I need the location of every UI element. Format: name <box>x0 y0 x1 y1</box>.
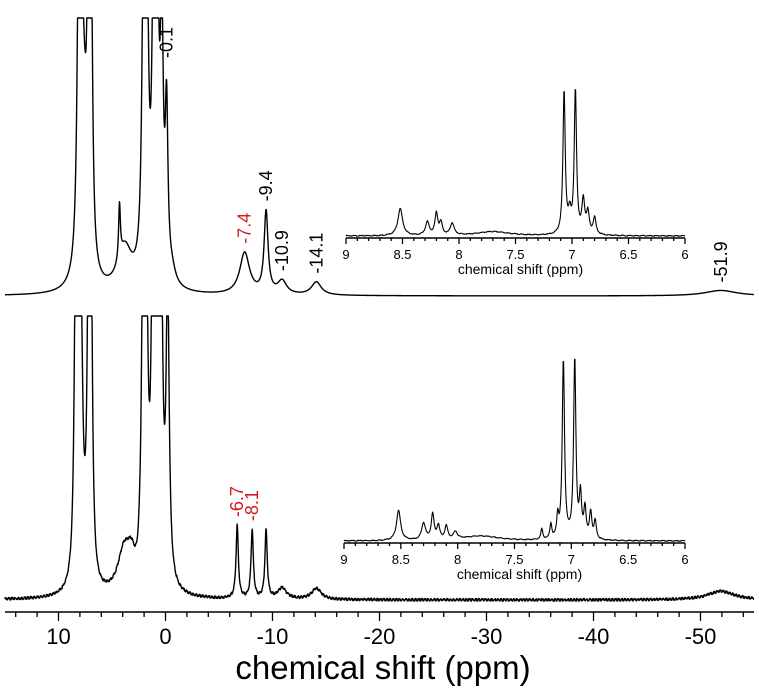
inset-tick-label: 8.5 <box>393 247 411 262</box>
x-tick-label: 0 <box>159 624 171 649</box>
inset-tick-label: 6 <box>681 247 688 262</box>
main-spectra <box>4 17 755 602</box>
inset-tick-label: 9 <box>340 552 347 567</box>
main-x-axis: 10 0 -10 -20 -30 -40 -50 <box>5 611 754 649</box>
inset-tick-label: 9 <box>342 247 349 262</box>
x-tick-label: 10 <box>46 624 70 649</box>
inset-tick-label: 7 <box>568 247 575 262</box>
inset-tick-label: 6.5 <box>619 552 637 567</box>
peak-label-upper-0: -0.1 <box>157 27 177 58</box>
inset-tick-label: 6.5 <box>619 247 637 262</box>
peak-labels: -0.1 -7.4-9.4 -10.9 -14.1 -51.9 -6.7-8.1 <box>157 27 731 521</box>
inset-tick-label: 8 <box>455 247 462 262</box>
main-x-axis-title: chemical shift (ppm) <box>235 649 530 686</box>
upper-inset-axis-title: chemical shift (ppm) <box>458 261 583 277</box>
peak-label-upper-2: -9.4 <box>256 170 276 201</box>
x-tick-label: -20 <box>364 624 396 649</box>
upper-inset-spectrum-line <box>345 89 686 237</box>
x-tick-label: -40 <box>578 624 610 649</box>
inset-tick-label: 8.5 <box>392 552 410 567</box>
x-tick-label: -10 <box>257 624 289 649</box>
inset-tick-label: 8 <box>454 552 461 567</box>
peak-label-lower-1: -8.1 <box>242 490 262 521</box>
inset-tick-label: 7.5 <box>506 247 524 262</box>
peak-label-upper-3: -10.9 <box>272 230 292 271</box>
insets: 9 8.5 8 7.5 7 6.5 6 chemical shift (ppm) 9 8.5 8 7.… <box>340 89 689 582</box>
lower-inset-axis-title: chemical shift (ppm) <box>457 566 582 582</box>
peak-label-lower-0: -6.7 <box>227 486 247 517</box>
upper-spectrum-line <box>4 17 755 297</box>
peak-label-upper-1: -7.4 <box>235 213 255 244</box>
lower-spectrum-line <box>4 315 755 602</box>
lower-inset-spectrum-line <box>343 358 686 542</box>
x-tick-label: -30 <box>471 624 503 649</box>
inset-tick-label: 6 <box>681 552 688 567</box>
peak-label-upper-5: -51.9 <box>711 241 731 282</box>
x-tick-label: -50 <box>685 624 717 649</box>
lower-inset: 9 8.5 8 7.5 7 6.5 6 chemical shift (ppm) <box>340 358 689 582</box>
peak-label-upper-4: -14.1 <box>306 233 326 274</box>
inset-tick-label: 7 <box>568 552 575 567</box>
inset-tick-label: 7.5 <box>505 552 523 567</box>
upper-inset: 9 8.5 8 7.5 7 6.5 6 chemical shift (ppm) <box>342 89 689 277</box>
